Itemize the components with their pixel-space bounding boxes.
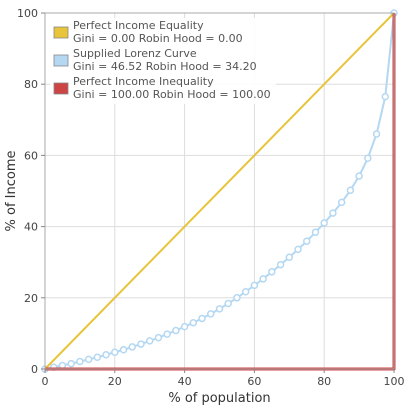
supplied-lorenz-curve-point [294, 245, 302, 254]
legend-swatch [53, 54, 69, 67]
y-tick-label: 60 [24, 149, 38, 162]
y-tick-label: 100 [17, 7, 38, 20]
axis-ticks: 0 20 40 60 80 100 0 20 40 60 80 100 [17, 7, 405, 388]
x-axis-title: % of population [168, 391, 270, 406]
supplied-lorenz-curve-point [154, 333, 163, 342]
x-tick-label: 20 [108, 375, 122, 388]
supplied-lorenz-curve-point [355, 172, 363, 180]
x-tick-label: 80 [317, 375, 331, 388]
supplied-lorenz-curve-point [268, 268, 276, 276]
y-axis-title: % of Income [4, 151, 19, 232]
supplied-lorenz-curve-point [337, 198, 346, 207]
supplied-lorenz-curve-point [180, 322, 189, 331]
supplied-lorenz-curve-point [381, 92, 390, 101]
y-tick-label: 0 [31, 363, 38, 376]
x-tick-label: 60 [247, 375, 261, 388]
supplied-lorenz-curve-point [137, 340, 145, 348]
supplied-lorenz-curve-point [364, 154, 372, 162]
legend-series-name: Perfect Income Inequality [73, 75, 214, 88]
supplied-lorenz-curve-point [172, 326, 180, 335]
legend-series-stats: Gini = 100.00 Robin Hood = 100.00 [73, 88, 271, 101]
supplied-lorenz-curve-point [372, 130, 381, 138]
supplied-lorenz-curve-point [320, 219, 328, 227]
supplied-lorenz-curve-point [163, 330, 171, 338]
legend-series-name: Supplied Lorenz Curve [73, 47, 197, 60]
supplied-lorenz-curve-point [346, 186, 355, 195]
legend-series-stats: Gini = 0.00 Robin Hood = 0.00 [73, 32, 243, 45]
supplied-lorenz-curve-point [76, 357, 84, 366]
y-tick-label: 20 [24, 292, 38, 305]
supplied-lorenz-curve-point [67, 359, 75, 368]
supplied-lorenz-curve-point [145, 337, 154, 345]
supplied-lorenz-curve-point [207, 310, 215, 318]
supplied-lorenz-curve-point [241, 288, 250, 296]
supplied-lorenz-curve-point [303, 237, 311, 245]
supplied-lorenz-curve-point [215, 305, 224, 313]
supplied-lorenz-curve-point [102, 351, 110, 359]
legend-series-name: Perfect Income Equality [73, 19, 204, 32]
perfect-income-equality-line [44, 12, 395, 370]
supplied-lorenz-curve-point [84, 355, 93, 364]
supplied-lorenz-curve-point [259, 275, 267, 283]
supplied-lorenz-curve-point [111, 348, 119, 357]
supplied-lorenz-curve-point [233, 294, 241, 302]
supplied-lorenz-curve-point [119, 346, 128, 354]
supplied-lorenz-curve-point [276, 260, 285, 269]
supplied-lorenz-curve-point [198, 314, 206, 323]
x-tick-label: 100 [384, 375, 405, 388]
legend-swatch [53, 26, 69, 39]
supplied-lorenz-curve-point [285, 253, 294, 261]
legend-background [50, 18, 276, 104]
supplied-lorenz-curve-point [250, 281, 259, 290]
x-tick-label: 0 [42, 375, 49, 388]
supplied-lorenz-curve-point [224, 299, 232, 308]
supplied-lorenz-curve-point [93, 353, 102, 361]
supplied-lorenz-curve-point [311, 228, 320, 237]
supplied-lorenz-curve-point [189, 318, 198, 327]
plot-area-frame [44, 12, 395, 370]
y-tick-label: 40 [24, 221, 38, 234]
legend-series-stats: Gini = 46.52 Robin Hood = 34.20 [73, 60, 257, 73]
y-tick-label: 80 [24, 78, 38, 91]
legend-swatch [53, 82, 69, 95]
x-tick-label: 40 [178, 375, 192, 388]
supplied-lorenz-curve-point [128, 343, 136, 351]
supplied-lorenz-curve-point [329, 209, 337, 217]
